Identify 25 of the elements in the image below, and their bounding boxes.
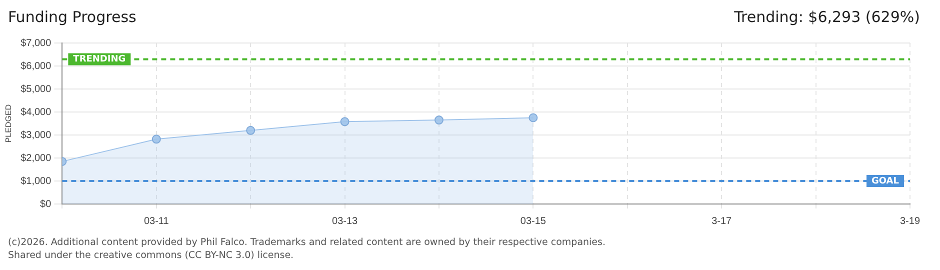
text: Trending: $6,293 (629%)	[734, 8, 920, 26]
ref-line-label: TRENDING	[73, 54, 126, 65]
x-tick-label: 03-15	[520, 216, 546, 227]
y-tick-label: $1,000	[20, 176, 52, 187]
x-tick-label: 3-17	[712, 216, 732, 227]
y-tick-label: $7,000	[20, 38, 52, 49]
x-tick-label: 03-11	[144, 216, 170, 227]
ref-line-label: GOAL	[872, 176, 900, 186]
y-tick-label: $0	[40, 198, 52, 210]
text: Shared under the creative commons (CC BY-NC 3.0) license.	[8, 249, 295, 262]
point	[246, 126, 256, 135]
text: (c)2026. Additional content provided by Phil Falco. Trademarks and related content are owned by their respective companies.	[8, 236, 606, 249]
y-axis-title: PLEDGED	[4, 104, 14, 143]
point	[152, 134, 161, 144]
point	[340, 117, 350, 126]
y-tick-label: $6,000	[20, 60, 52, 72]
x-tick-label: 03-13	[332, 216, 358, 227]
y-tick-label: $4,000	[20, 106, 52, 118]
y-tick-label: $3,000	[20, 130, 52, 141]
y-tick-label: $5,000	[20, 84, 52, 95]
y-tick-label: $2,000	[20, 152, 52, 164]
chart-title: Funding Progress	[8, 8, 136, 26]
point	[528, 113, 538, 122]
x-tick-label: 3-19	[900, 216, 920, 227]
point	[434, 116, 444, 125]
